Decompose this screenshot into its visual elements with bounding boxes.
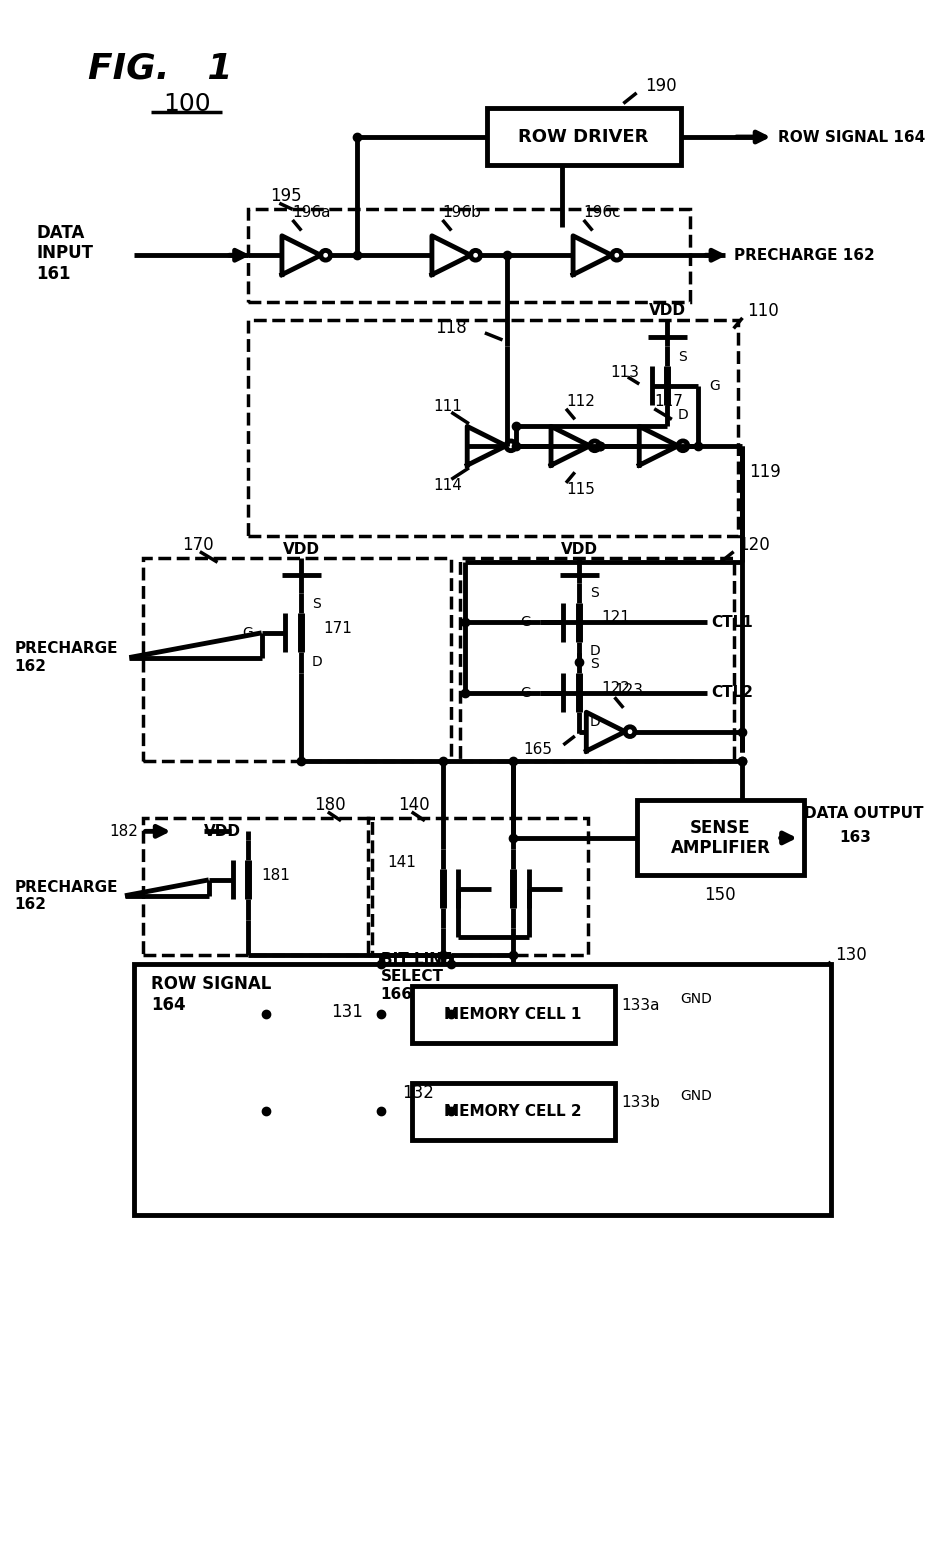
Text: 133b: 133b <box>622 1094 661 1110</box>
Bar <box>636 800 804 876</box>
Text: D: D <box>312 655 323 669</box>
Text: 118: 118 <box>435 319 467 337</box>
Text: D: D <box>590 644 601 658</box>
Text: 121: 121 <box>601 610 630 625</box>
Text: 165: 165 <box>524 741 553 757</box>
Bar <box>412 986 615 1043</box>
Text: 120: 120 <box>739 536 769 554</box>
Text: CTL2: CTL2 <box>711 686 753 700</box>
Text: VDD: VDD <box>204 824 241 839</box>
Text: MEMORY CELL 1: MEMORY CELL 1 <box>445 1006 582 1022</box>
Bar <box>142 557 451 760</box>
Bar <box>248 319 739 536</box>
Text: 130: 130 <box>835 946 867 964</box>
Text: 111: 111 <box>433 398 462 413</box>
Text: 196c: 196c <box>584 206 622 220</box>
Text: PRECHARGE
162: PRECHARGE 162 <box>15 641 118 673</box>
Text: 113: 113 <box>610 365 639 381</box>
Text: 114: 114 <box>433 478 462 492</box>
Text: 112: 112 <box>566 395 595 409</box>
Text: PRECHARGE 162: PRECHARGE 162 <box>734 248 874 263</box>
Text: 195: 195 <box>271 187 302 206</box>
Text: 140: 140 <box>399 796 430 814</box>
Text: DATA OUTPUT: DATA OUTPUT <box>804 807 924 820</box>
Bar <box>142 817 372 955</box>
Text: 190: 190 <box>646 77 677 94</box>
Bar <box>461 557 734 760</box>
Text: ROW DRIVER: ROW DRIVER <box>519 128 649 146</box>
Text: 122: 122 <box>601 681 630 697</box>
Text: 171: 171 <box>324 621 352 636</box>
Text: 181: 181 <box>262 868 290 882</box>
Text: 196a: 196a <box>293 206 331 220</box>
Text: D: D <box>678 409 689 423</box>
Bar <box>248 209 690 302</box>
Text: 133a: 133a <box>622 998 660 1012</box>
Text: 196b: 196b <box>443 206 481 220</box>
Text: GND: GND <box>680 992 712 1006</box>
Text: 170: 170 <box>183 536 213 554</box>
Text: 100: 100 <box>163 91 211 116</box>
Bar <box>487 108 680 166</box>
Text: 132: 132 <box>402 1084 433 1102</box>
Bar <box>134 964 830 1215</box>
Text: G: G <box>709 379 720 393</box>
Text: 123: 123 <box>615 683 644 698</box>
Bar <box>368 817 588 955</box>
Text: ROW SIGNAL 164: ROW SIGNAL 164 <box>778 130 925 144</box>
Text: 119: 119 <box>750 463 782 481</box>
Text: S: S <box>312 596 321 611</box>
Text: 110: 110 <box>747 302 779 320</box>
Text: VDD: VDD <box>649 303 686 319</box>
Text: BIT LINE
SELECT
166: BIT LINE SELECT 166 <box>381 952 452 1002</box>
Text: 115: 115 <box>566 483 595 497</box>
Text: D: D <box>590 715 601 729</box>
Text: 182: 182 <box>110 824 139 839</box>
Text: VDD: VDD <box>561 542 598 557</box>
Text: VDD: VDD <box>283 542 320 557</box>
Text: 180: 180 <box>314 796 346 814</box>
Text: S: S <box>590 587 599 601</box>
Text: G: G <box>520 686 531 700</box>
Text: 131: 131 <box>331 1003 363 1022</box>
Text: S: S <box>590 656 599 670</box>
Text: CTL1: CTL1 <box>711 615 753 630</box>
Text: ROW SIGNAL
164: ROW SIGNAL 164 <box>152 975 271 1014</box>
Text: 141: 141 <box>388 854 416 870</box>
Text: 163: 163 <box>840 830 871 845</box>
Text: PRECHARGE
162: PRECHARGE 162 <box>15 879 118 912</box>
Text: G: G <box>520 615 531 628</box>
Text: GND: GND <box>680 1088 712 1102</box>
Text: MEMORY CELL 2: MEMORY CELL 2 <box>445 1104 582 1119</box>
Text: 117: 117 <box>654 395 683 409</box>
Text: DATA
INPUT
161: DATA INPUT 161 <box>37 223 94 283</box>
Bar <box>412 1082 615 1141</box>
Text: S: S <box>678 350 687 364</box>
Text: FIG.   1: FIG. 1 <box>88 51 232 85</box>
Text: 150: 150 <box>705 885 737 904</box>
Text: G: G <box>242 625 253 639</box>
Text: SENSE
AMPLIFIER: SENSE AMPLIFIER <box>670 819 770 858</box>
